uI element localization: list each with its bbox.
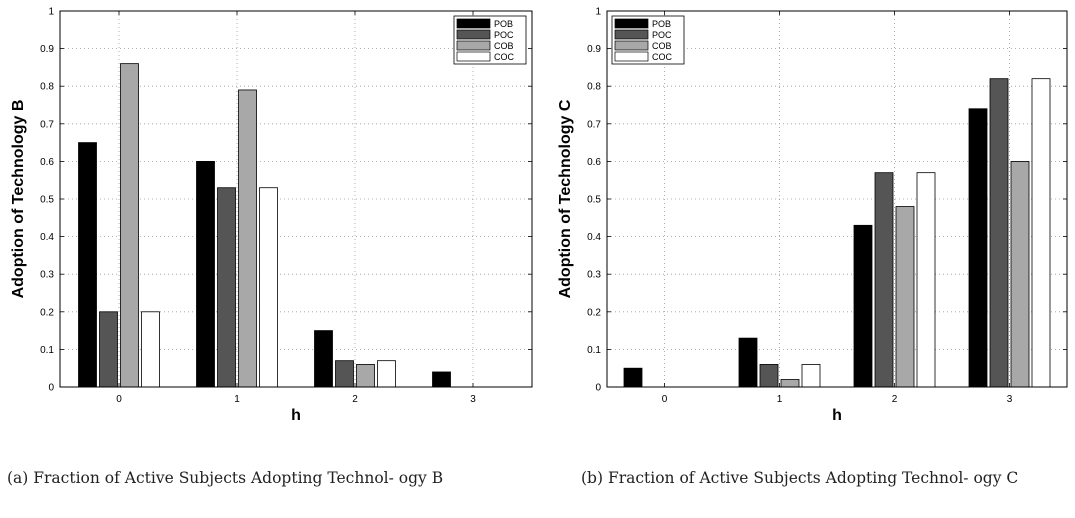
legend-label: POB xyxy=(652,19,671,29)
legend-label: COC xyxy=(494,52,515,62)
legend-swatch xyxy=(456,40,491,51)
y-tick-label: 0.4 xyxy=(587,232,601,243)
legend-swatch xyxy=(456,51,491,62)
plot-frame xyxy=(606,10,1068,388)
legend-label: COC xyxy=(652,52,673,62)
legend-swatch xyxy=(614,51,649,62)
y-tick-label: 0.7 xyxy=(40,119,54,130)
bar-coc xyxy=(916,172,936,388)
x-tick-label: 1 xyxy=(234,394,240,405)
legend-label: COB xyxy=(494,41,514,51)
y-tick-label: 0.9 xyxy=(587,44,601,55)
bar-coc xyxy=(141,311,160,388)
x-tick-label: 0 xyxy=(662,394,668,405)
bar-pob xyxy=(196,160,215,388)
y-tick-label: 0.1 xyxy=(587,345,601,356)
chart-a-group: 0 0.1 0.2 0.3 0.4 0.5 0.6 0.7 0.8 0.9 1 0 1 2 3 h Adopti… xyxy=(10,7,533,424)
legend-swatch xyxy=(614,40,649,51)
caption-b: (b) Fraction of Active Subjects Adopting… xyxy=(581,469,1019,487)
x-tick-label: 0 xyxy=(116,394,122,405)
legend-label: POC xyxy=(652,30,672,40)
y-axis-label: Adoption of Technology B xyxy=(10,100,27,299)
legend-swatch xyxy=(614,29,649,40)
x-tick-label: 2 xyxy=(892,394,898,405)
y-tick-label: 0.2 xyxy=(587,307,601,318)
bar-coc xyxy=(259,187,278,388)
bar-cob xyxy=(895,206,915,388)
bar-pob xyxy=(623,367,643,388)
y-tick-label: 0.5 xyxy=(40,195,54,206)
y-tick-label: 0.4 xyxy=(40,232,54,243)
y-tick-label: 0.2 xyxy=(40,307,54,318)
bar-poc xyxy=(217,187,236,388)
y-tick-label: 1 xyxy=(595,7,601,18)
y-tick-label: 0.5 xyxy=(587,195,601,206)
bar-poc xyxy=(99,311,118,388)
legend-label: POC xyxy=(494,30,514,40)
y-tick-label: 0.1 xyxy=(40,345,54,356)
x-tick-label: 3 xyxy=(470,394,476,405)
legend-label: COB xyxy=(652,41,672,51)
plot-frame xyxy=(59,10,533,388)
y-tick-label: 0.9 xyxy=(40,44,54,55)
bar-coc xyxy=(1031,78,1051,388)
y-tick-label: 0.8 xyxy=(40,82,54,93)
bar-poc xyxy=(759,364,779,388)
x-tick-label: 2 xyxy=(352,394,358,405)
x-tick-label: 1 xyxy=(777,394,783,405)
y-axis-label: Adoption of Technology C xyxy=(557,99,574,298)
caption-a: (a) Fraction of Active Subjects Adopting… xyxy=(7,469,444,487)
y-tick-label: 0.6 xyxy=(587,157,601,168)
bar-pob xyxy=(78,142,97,388)
x-axis-label: h xyxy=(291,407,301,424)
bar-coc xyxy=(377,360,396,388)
bar-pob xyxy=(853,224,873,388)
y-tick-label: 0 xyxy=(595,383,601,394)
y-tick-label: 0 xyxy=(48,383,54,394)
y-tick-label: 0.3 xyxy=(587,270,601,281)
bar-cob xyxy=(1010,160,1030,388)
x-axis-label: h xyxy=(832,407,842,424)
bar-pob xyxy=(968,108,988,388)
legend-swatch xyxy=(614,18,649,29)
bar-cob xyxy=(780,379,800,388)
bar-pob xyxy=(738,337,758,388)
chart-b-group: 0 0.1 0.2 0.3 0.4 0.5 0.6 0.7 0.8 0.9 1 0 1 2 3 h Adopti… xyxy=(557,7,1068,424)
bar-pob xyxy=(432,371,451,388)
legend-label: POB xyxy=(494,19,513,29)
bar-pob xyxy=(314,330,333,388)
legend-swatch xyxy=(456,18,491,29)
bar-poc xyxy=(335,360,354,388)
y-tick-label: 0.3 xyxy=(40,270,54,281)
y-tick-label: 0.8 xyxy=(587,82,601,93)
x-tick-label: 3 xyxy=(1007,394,1013,405)
legend-swatch xyxy=(456,29,491,40)
bar-coc xyxy=(801,364,821,388)
bar-cob xyxy=(120,63,139,388)
bar-cob xyxy=(238,89,257,388)
y-tick-label: 0.6 xyxy=(40,157,54,168)
bar-cob xyxy=(356,364,375,388)
y-tick-label: 0.7 xyxy=(587,119,601,130)
bar-poc xyxy=(874,172,894,388)
bar-poc xyxy=(989,78,1009,388)
y-tick-label: 1 xyxy=(48,7,54,18)
